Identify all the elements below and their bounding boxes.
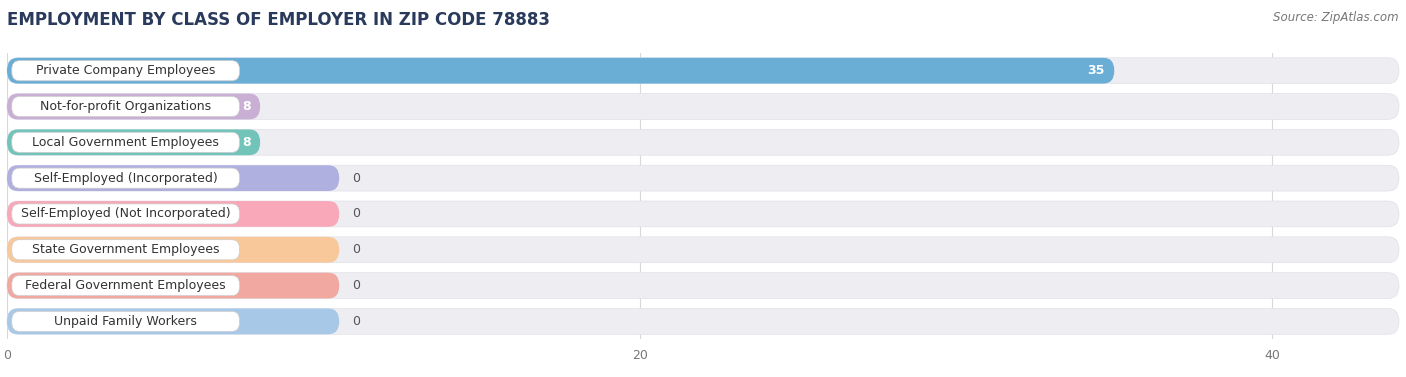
Text: 0: 0 (352, 279, 360, 292)
FancyBboxPatch shape (7, 165, 339, 191)
FancyBboxPatch shape (7, 201, 339, 227)
FancyBboxPatch shape (11, 276, 239, 296)
Text: 8: 8 (242, 136, 250, 149)
FancyBboxPatch shape (11, 61, 239, 81)
Text: Source: ZipAtlas.com: Source: ZipAtlas.com (1274, 11, 1399, 24)
Text: 0: 0 (352, 207, 360, 221)
FancyBboxPatch shape (7, 273, 339, 299)
Text: Federal Government Employees: Federal Government Employees (25, 279, 226, 292)
FancyBboxPatch shape (11, 240, 239, 260)
FancyBboxPatch shape (11, 311, 239, 331)
FancyBboxPatch shape (7, 237, 339, 263)
FancyBboxPatch shape (7, 308, 1399, 334)
FancyBboxPatch shape (7, 93, 1399, 120)
Text: Private Company Employees: Private Company Employees (37, 64, 215, 77)
FancyBboxPatch shape (7, 129, 260, 155)
FancyBboxPatch shape (7, 308, 339, 334)
FancyBboxPatch shape (7, 93, 260, 120)
FancyBboxPatch shape (11, 132, 239, 152)
Text: State Government Employees: State Government Employees (32, 243, 219, 256)
Text: Not-for-profit Organizations: Not-for-profit Organizations (41, 100, 211, 113)
FancyBboxPatch shape (11, 204, 239, 224)
Text: 35: 35 (1087, 64, 1105, 77)
FancyBboxPatch shape (7, 129, 1399, 155)
FancyBboxPatch shape (7, 165, 1399, 191)
FancyBboxPatch shape (7, 58, 1399, 84)
Text: Self-Employed (Not Incorporated): Self-Employed (Not Incorporated) (21, 207, 231, 221)
Text: 0: 0 (352, 315, 360, 328)
FancyBboxPatch shape (11, 97, 239, 116)
FancyBboxPatch shape (11, 168, 239, 188)
Text: Local Government Employees: Local Government Employees (32, 136, 219, 149)
Text: 8: 8 (242, 100, 250, 113)
FancyBboxPatch shape (7, 237, 1399, 263)
Text: 0: 0 (352, 172, 360, 185)
FancyBboxPatch shape (7, 273, 1399, 299)
FancyBboxPatch shape (7, 58, 1115, 84)
Text: Unpaid Family Workers: Unpaid Family Workers (55, 315, 197, 328)
Text: EMPLOYMENT BY CLASS OF EMPLOYER IN ZIP CODE 78883: EMPLOYMENT BY CLASS OF EMPLOYER IN ZIP C… (7, 11, 550, 29)
Text: 0: 0 (352, 243, 360, 256)
Text: Self-Employed (Incorporated): Self-Employed (Incorporated) (34, 172, 218, 185)
FancyBboxPatch shape (7, 201, 1399, 227)
